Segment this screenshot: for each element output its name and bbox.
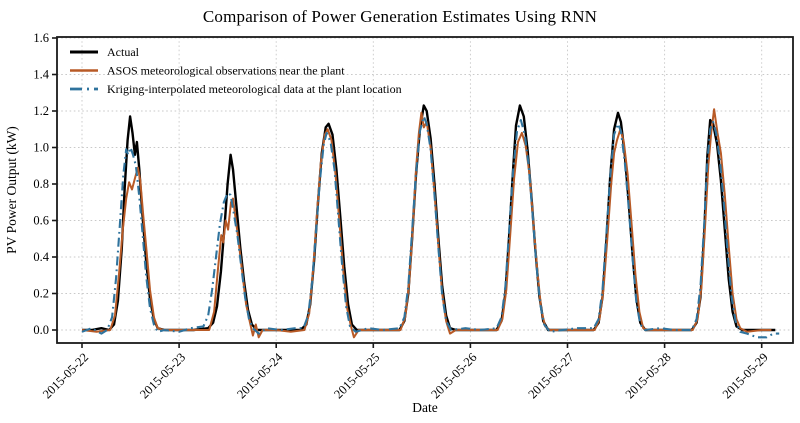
y-tick-label: 0.0 (33, 323, 49, 337)
y-axis-label: PV Power Output (kW) (4, 126, 19, 254)
legend-label: Actual (107, 45, 140, 59)
legend-item: Actual (70, 45, 140, 59)
x-tick-label: 2015-05-22 (40, 350, 91, 401)
y-tick-label: 1.4 (33, 68, 49, 82)
y-tick-label: 0.6 (33, 214, 49, 228)
y-tick-label: 0.2 (33, 287, 49, 301)
legend-label: Kriging-interpolated meteorological data… (107, 82, 402, 96)
chart-title: Comparison of Power Generation Estimates… (202, 7, 598, 26)
x-tick-label: 2015-05-24 (234, 350, 286, 402)
x-tick-label: 2015-05-29 (720, 350, 771, 401)
data-series (81, 104, 780, 339)
y-tick-label: 0.8 (33, 177, 49, 191)
axis-ticks (52, 37, 763, 348)
legend-item: ASOS meteorological observations near th… (70, 64, 345, 78)
x-axis-label: Date (412, 400, 437, 415)
y-tick-label: 1.2 (33, 104, 49, 118)
y-tick-label: 0.4 (33, 250, 49, 264)
y-tick-label: 1.6 (33, 31, 49, 45)
legend-label: ASOS meteorological observations near th… (107, 64, 345, 78)
x-tick-label: 2015-05-26 (428, 350, 479, 401)
legend-item: Kriging-interpolated meteorological data… (70, 82, 402, 96)
x-tick-label: 2015-05-23 (137, 350, 188, 401)
y-tick-label: 1.0 (33, 141, 49, 155)
series-line-1 (81, 108, 772, 339)
x-tick-label: 2015-05-28 (623, 350, 674, 401)
x-tick-label: 2015-05-25 (331, 350, 382, 401)
legend: Actual ASOS meteorological observations n… (70, 45, 402, 96)
series-line-2 (81, 115, 780, 339)
x-tick-label: 2015-05-27 (525, 350, 576, 401)
plot-frame (56, 36, 794, 344)
